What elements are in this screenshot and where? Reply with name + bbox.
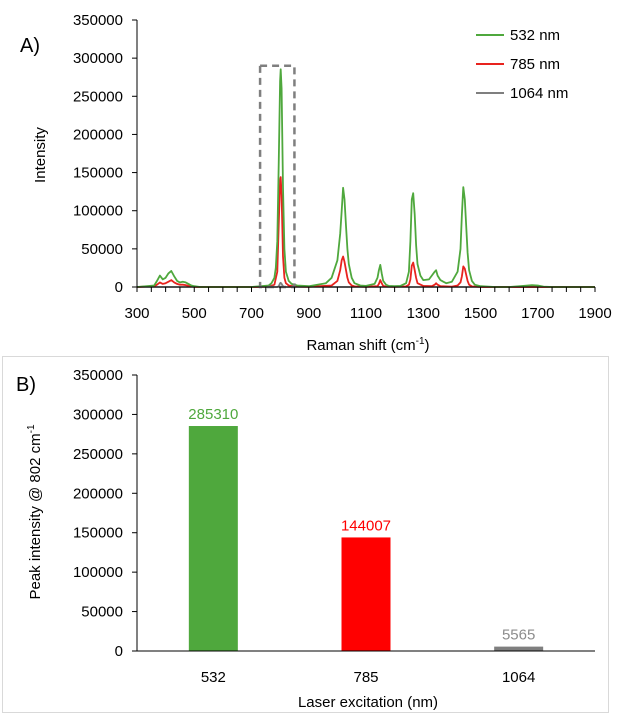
panel-b-bar-chart: B) 0 50000 100000 150000 200000 250000 300000 3… <box>2 356 609 713</box>
panel-a-legend: 532 nm 785 nm 1064 nm <box>476 27 568 102</box>
legend-label: 785 nm <box>510 56 560 73</box>
panel-b-y-axis-label-sup: -1 <box>26 424 37 433</box>
panel-b-tick-marks <box>132 374 137 652</box>
panel-a-y-tick-label: 0 <box>115 279 123 296</box>
panel-a-x-tick-label: 500 <box>182 305 207 322</box>
panel-b-y-tick-labels: 0 50000 100000 150000 200000 250000 300000 3500… <box>73 367 123 660</box>
panel-a-x-tick-label: 300 <box>124 305 149 322</box>
panel-a-label: A) <box>20 35 40 57</box>
panel-a-y-tick-label: 300000 <box>73 50 123 67</box>
panel-b-y-tick-label: 100000 <box>73 564 123 581</box>
panel-a-y-axis-label: Intensity <box>32 127 49 183</box>
bar-value-label: 5565 <box>502 627 535 644</box>
panel-a-x-axis-label: Raman shift (cm-1) <box>306 336 429 354</box>
bar-1064 <box>494 646 544 651</box>
panel-b-y-tick-label: 350000 <box>73 367 123 384</box>
bar-value-label: 144007 <box>341 517 391 534</box>
panel-b-y-tick-label: 250000 <box>73 446 123 463</box>
bar-value-label: 285310 <box>188 406 238 423</box>
panel-a-y-tick-label: 150000 <box>73 165 123 182</box>
panel-a-line-chart: A) 0 50000 100000 150000 200000 250000 300000 3… <box>20 12 612 354</box>
panel-b-bars: 285310 144007 5565 <box>188 406 544 651</box>
panel-b-label: B) <box>16 374 36 396</box>
panel-b-y-tick-label: 150000 <box>73 525 123 542</box>
series-line-785-nm <box>136 176 595 288</box>
panel-b-y-axis-label: Peak intensity @ 802 cm-1 <box>26 424 44 599</box>
bar-532 <box>188 426 238 651</box>
panel-a-x-tick-labels: 300 500 700 900 1100 1300 1500 1700 1900 <box>124 305 611 322</box>
panel-b-x-tick-label: 785 <box>353 669 378 686</box>
panel-b-y-tick-label: 50000 <box>81 604 123 621</box>
panel-a-x-tick-label: 1100 <box>350 305 382 322</box>
panel-a-y-tick-label: 250000 <box>73 88 123 105</box>
panel-b-x-tick-label: 1064 <box>502 669 535 686</box>
panel-b-y-tick-label: 200000 <box>73 485 123 502</box>
panel-a-y-tick-label: 100000 <box>73 203 123 220</box>
panel-a-tick-marks <box>132 19 596 292</box>
panel-b-y-tick-label: 300000 <box>73 406 123 423</box>
bar-785 <box>341 537 391 651</box>
panel-a-x-tick-label: 700 <box>239 305 264 322</box>
panel-a-x-tick-label: 1900 <box>578 305 611 322</box>
panel-a-x-tick-label: 1700 <box>521 305 554 322</box>
panel-b-y-tick-label: 0 <box>115 643 123 660</box>
panel-b-x-tick-labels: 532 785 1064 <box>201 669 536 686</box>
panel-b-x-axis-label: Laser excitation (nm) <box>298 694 438 711</box>
panel-b-frame <box>2 356 609 713</box>
panel-a-x-tick-label: 1300 <box>407 305 440 322</box>
legend-label: 1064 nm <box>510 85 568 102</box>
panel-a-y-tick-label: 200000 <box>73 126 123 143</box>
panel-a-x-tick-label: 900 <box>296 305 321 322</box>
panel-a-x-axis-label-main: Raman shift (cm <box>306 337 415 354</box>
panel-a-x-axis-label-suffix: ) <box>425 337 430 354</box>
panel-a-y-tick-labels: 0 50000 100000 150000 200000 250000 300000 3500… <box>73 12 123 296</box>
panel-a-y-tick-label: 350000 <box>73 12 123 29</box>
panel-b-x-tick-label: 532 <box>201 669 226 686</box>
panel-a-x-axis-label-sup: -1 <box>416 336 425 347</box>
legend-label: 532 nm <box>510 27 560 44</box>
panel-a-x-tick-label: 1500 <box>464 305 497 322</box>
panel-b-y-axis-label-main: Peak intensity @ 802 cm <box>27 433 44 599</box>
panel-a-y-tick-label: 50000 <box>81 241 123 258</box>
highlight-box <box>258 64 296 289</box>
